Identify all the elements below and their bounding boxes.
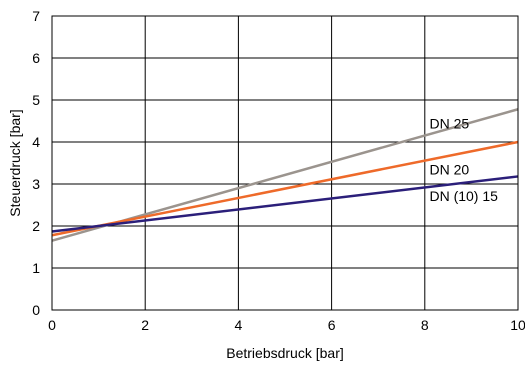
y-tick-label: 2 — [32, 218, 40, 234]
y-tick-label: 7 — [32, 8, 40, 24]
x-tick-label: 10 — [510, 317, 525, 333]
x-tick-label: 0 — [48, 317, 56, 333]
series-line — [51, 175, 519, 233]
y-tick-label: 4 — [32, 134, 40, 150]
chart-series-labels: DN 25 DN 20 DN (10) 15 — [429, 116, 498, 204]
chart-ticks: 0 2 4 6 8 10 0 1 2 3 4 5 6 7 — [32, 8, 525, 333]
y-tick-label: 1 — [32, 260, 40, 276]
plot-frame — [51, 15, 519, 311]
chart-series — [51, 108, 519, 242]
series-label: DN (10) 15 — [429, 188, 498, 204]
y-tick-label: 6 — [32, 50, 40, 66]
x-tick-label: 8 — [421, 317, 429, 333]
y-tick-label: 3 — [32, 176, 40, 192]
series-label: DN 25 — [429, 116, 469, 132]
x-axis-label: Betriebsdruck [bar] — [226, 345, 344, 361]
y-tick-label: 0 — [32, 302, 40, 318]
x-tick-label: 4 — [235, 317, 243, 333]
series-label: DN 20 — [429, 162, 469, 178]
chart-grid — [52, 16, 518, 310]
y-axis-label: Steuerdruck [bar] — [7, 109, 23, 216]
x-tick-label: 6 — [328, 317, 336, 333]
series-line — [51, 140, 519, 237]
y-tick-label: 5 — [32, 92, 40, 108]
x-tick-label: 2 — [141, 317, 149, 333]
